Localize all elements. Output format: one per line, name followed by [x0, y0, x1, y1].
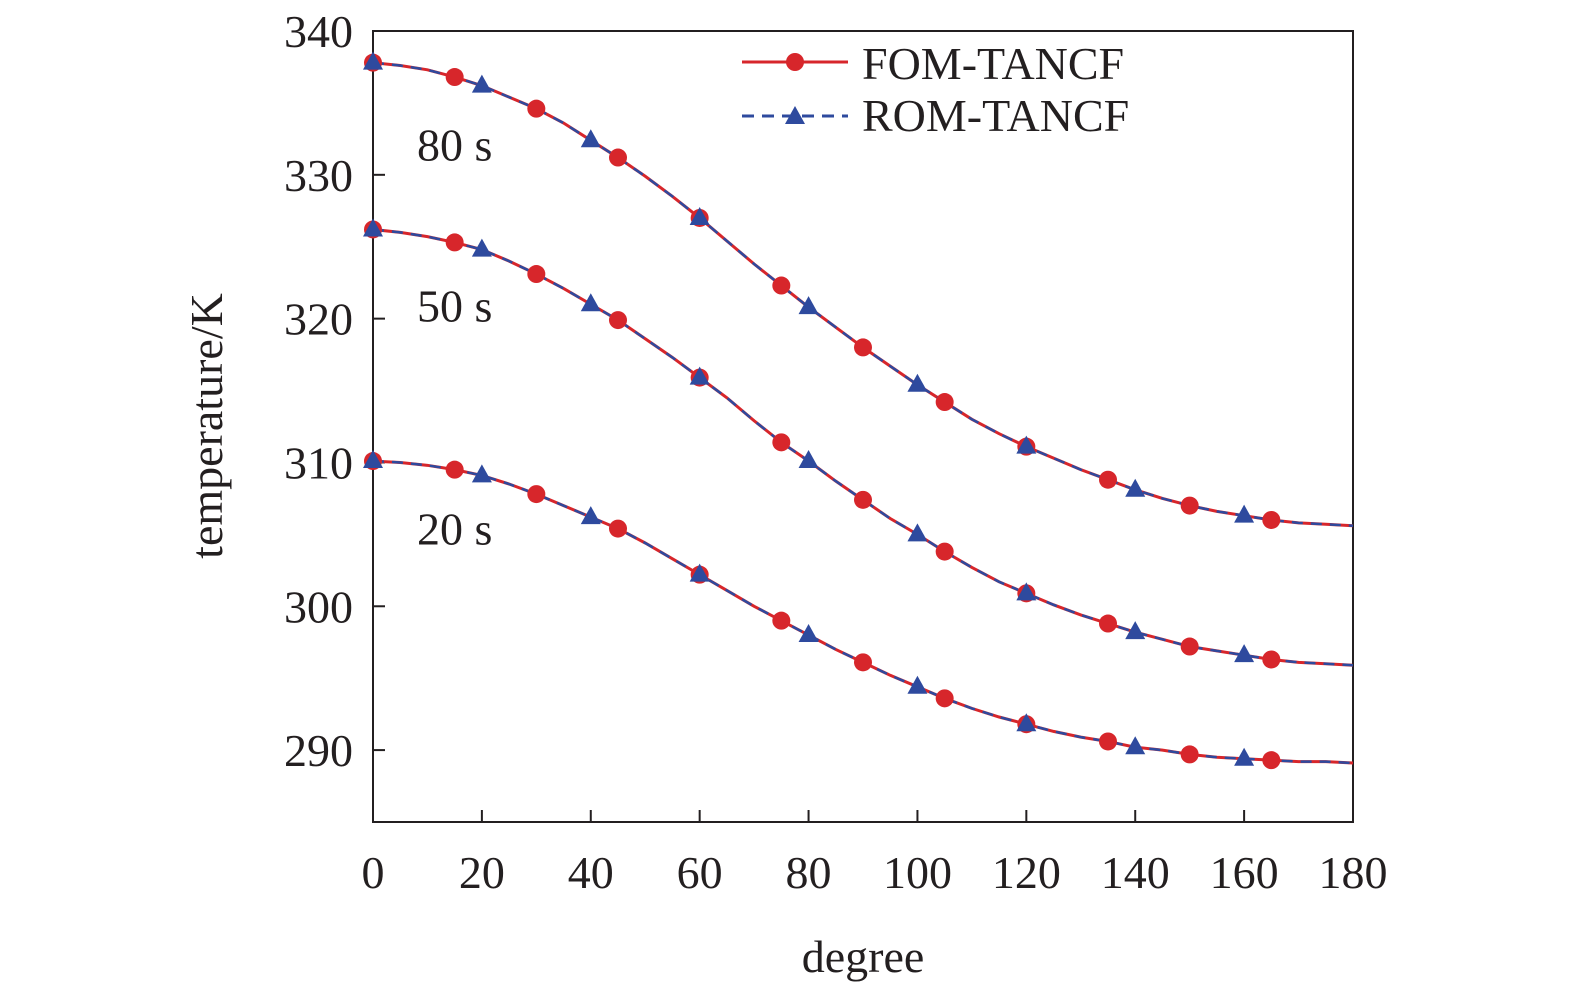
- fom-point: [854, 490, 872, 509]
- x-tick-label: 180: [1319, 847, 1388, 898]
- x-tick-label: 160: [1210, 847, 1279, 898]
- x-tick-label: 40: [568, 847, 614, 898]
- rom-point: [689, 563, 710, 582]
- rom-point: [363, 218, 383, 237]
- series-markers: [363, 51, 1281, 770]
- rom-point: [798, 296, 819, 315]
- fom-point: [445, 233, 464, 252]
- fom-point: [772, 276, 791, 295]
- rom-line: [372, 228, 1354, 667]
- rom-point: [907, 523, 928, 542]
- fom-point: [854, 653, 872, 672]
- rom-point: [1125, 736, 1146, 755]
- y-tick-label: 290: [284, 725, 353, 776]
- legend-marker-circle: [786, 53, 804, 71]
- legend-label-fom: FOM-TANCF: [862, 38, 1124, 89]
- y-tick-label: 330: [284, 150, 353, 201]
- rom-point: [580, 293, 601, 312]
- x-tick-label: 20: [459, 847, 505, 898]
- rom-point: [363, 450, 383, 469]
- x-ticks: 0 20 40 60 80 100 120 140 160 180: [362, 810, 1388, 898]
- rom-point: [1234, 504, 1255, 523]
- fom-point: [609, 148, 627, 167]
- x-tick-label: 140: [1101, 847, 1170, 898]
- curve-annotation: 80 s: [417, 119, 492, 170]
- rom-point: [471, 74, 492, 93]
- x-axis-label: degree: [802, 931, 925, 982]
- legend: FOM-TANCF ROM-TANCF: [742, 38, 1129, 141]
- fom-point: [1180, 745, 1199, 764]
- fom-point: [1099, 732, 1117, 751]
- rom-point: [1016, 713, 1037, 732]
- fom-point: [772, 611, 791, 630]
- fom-point: [935, 689, 954, 708]
- fom-point: [1262, 650, 1281, 669]
- rom-point: [1125, 621, 1146, 640]
- fom-point: [935, 393, 954, 412]
- rom-point: [907, 675, 928, 694]
- x-tick-label: 80: [786, 847, 832, 898]
- fom-point: [935, 542, 954, 561]
- rom-point: [580, 506, 601, 525]
- rom-point: [363, 51, 383, 70]
- curve-annotation: 50 s: [417, 281, 492, 332]
- fom-line: [372, 227, 1354, 667]
- legend-marker-triangle: [785, 106, 805, 124]
- rom-point: [689, 366, 710, 385]
- x-tick-label: 60: [677, 847, 723, 898]
- y-tick-label: 340: [284, 6, 353, 57]
- fom-point: [1180, 637, 1199, 656]
- fom-point: [1180, 496, 1199, 515]
- fom-point: [609, 519, 627, 538]
- rom-point: [1234, 644, 1255, 663]
- fom-point: [609, 311, 627, 330]
- fom-point: [527, 265, 546, 284]
- y-tick-label: 300: [284, 581, 353, 632]
- x-tick-label: 0: [362, 847, 385, 898]
- y-ticks: 340 330 320 310 300 290: [284, 6, 385, 776]
- fom-point: [527, 485, 546, 504]
- rom-point: [798, 624, 819, 643]
- rom-point: [1016, 582, 1037, 601]
- rom-point: [471, 464, 492, 483]
- rom-point: [1016, 435, 1037, 454]
- fom-point: [1262, 510, 1281, 529]
- x-tick-label: 120: [992, 847, 1061, 898]
- x-tick-label: 100: [883, 847, 952, 898]
- fom-point: [445, 460, 464, 479]
- fom-point: [1099, 614, 1117, 633]
- legend-item-rom: ROM-TANCF: [742, 90, 1129, 141]
- rom-point: [471, 238, 492, 257]
- rom-point: [689, 206, 710, 225]
- curve-annotations: 80 s 50 s 20 s: [417, 119, 492, 554]
- rom-point: [1234, 747, 1255, 766]
- legend-item-fom: FOM-TANCF: [742, 38, 1124, 89]
- legend-label-rom: ROM-TANCF: [862, 90, 1129, 141]
- fom-point: [1262, 751, 1281, 770]
- fom-point: [445, 68, 464, 87]
- y-tick-label: 310: [284, 437, 353, 488]
- y-tick-label: 320: [284, 294, 353, 345]
- fom-point: [772, 433, 791, 452]
- fom-point: [527, 99, 546, 118]
- rom-point: [907, 373, 928, 392]
- rom-point: [1125, 478, 1146, 497]
- rom-point: [798, 450, 819, 469]
- y-axis-label: temperature/K: [181, 293, 232, 559]
- fom-point: [854, 338, 872, 357]
- plot-frame: [372, 30, 1354, 823]
- fom-point: [1099, 470, 1117, 489]
- curve-annotation: 20 s: [417, 503, 492, 554]
- rom-point: [580, 129, 601, 148]
